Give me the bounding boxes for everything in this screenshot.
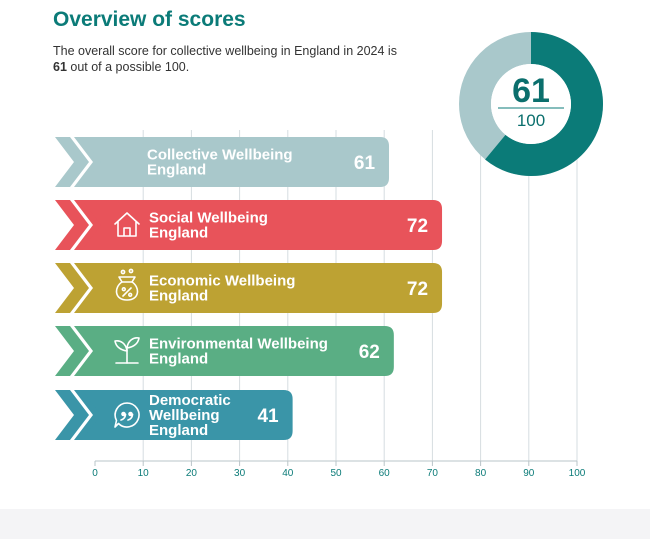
bar-row-3: Environmental Wellbeing England 62 [55, 326, 394, 376]
bar-value: 62 [359, 342, 380, 363]
bar [82, 390, 293, 440]
tick-labels: 0 10 20 30 40 50 60 70 80 90 100 [92, 468, 586, 479]
page-title: Overview of scores [53, 8, 246, 31]
chevron-outer [55, 137, 89, 187]
tick-label-90: 90 [523, 468, 535, 479]
bar-label-line: Economic Wellbeing [149, 273, 295, 290]
chevron-outer [55, 326, 89, 376]
subtitle-line1: The overall score for collective wellbei… [53, 44, 397, 58]
bar-label-line: Environmental Wellbeing [149, 336, 328, 353]
bar-label: Social Wellbeing England [149, 210, 268, 242]
bar-row-4: Democratic Wellbeing England 41 [55, 390, 293, 440]
bar-label-line: Wellbeing [149, 407, 220, 424]
bar-label-line: England [149, 225, 208, 242]
bar-label-line: Democratic [149, 392, 231, 409]
bar-value: 41 [257, 406, 279, 427]
house-icon [114, 212, 140, 237]
tick-label-80: 80 [475, 468, 487, 479]
bar-row-2: Economic Wellbeing England 72 [55, 263, 443, 313]
tick-label-100: 100 [569, 468, 586, 479]
footer-band [0, 509, 650, 539]
bar-label-line: England [149, 288, 208, 305]
bar-label-line: England [149, 351, 208, 368]
donut-hole [491, 64, 571, 144]
tick-label-0: 0 [92, 468, 98, 479]
bar-value: 72 [407, 216, 428, 237]
bar [82, 200, 443, 250]
bar-row-1: Social Wellbeing England 72 [55, 200, 443, 250]
bar-label-line: Collective Wellbeing [147, 147, 293, 164]
subtitle-line2: out of a possible 100. [66, 60, 190, 74]
chevron-outer [55, 390, 89, 440]
bar [82, 137, 390, 187]
donut-max: 100 [517, 111, 545, 130]
tick-label-40: 40 [282, 468, 294, 479]
bar-value: 61 [354, 153, 376, 174]
bar-label-line: England [149, 422, 208, 439]
bar-label-line: Social Wellbeing [149, 210, 268, 227]
bar-label: Democratic Wellbeing England [149, 392, 231, 439]
bar-label: Economic Wellbeing England [149, 273, 295, 305]
subtitle-score: 61 [53, 60, 67, 74]
page-subtitle: The overall score for collective wellbei… [53, 43, 443, 75]
bar-label: Collective Wellbeing England [147, 147, 293, 179]
donut-filled-arc [485, 32, 603, 176]
bar-row-0: Collective Wellbeing England 61 [55, 137, 390, 187]
bar [82, 326, 394, 376]
chevron-outer [55, 200, 89, 250]
tick-label-10: 10 [138, 468, 150, 479]
tick-label-50: 50 [330, 468, 342, 479]
bar-label: Environmental Wellbeing England [149, 336, 328, 368]
tick-label-20: 20 [186, 468, 198, 479]
chevron-outer [55, 263, 89, 313]
tick-label-30: 30 [234, 468, 246, 479]
bar [82, 263, 443, 313]
seedling-icon [114, 337, 140, 364]
money-bag-percent-icon [115, 268, 139, 301]
donut-value: 61 [512, 72, 550, 110]
bar-value: 72 [407, 279, 428, 300]
tick-label-70: 70 [427, 468, 439, 479]
speech-quote-icon [114, 402, 140, 428]
tick-label-60: 60 [379, 468, 391, 479]
bar-label-line: England [147, 162, 206, 179]
